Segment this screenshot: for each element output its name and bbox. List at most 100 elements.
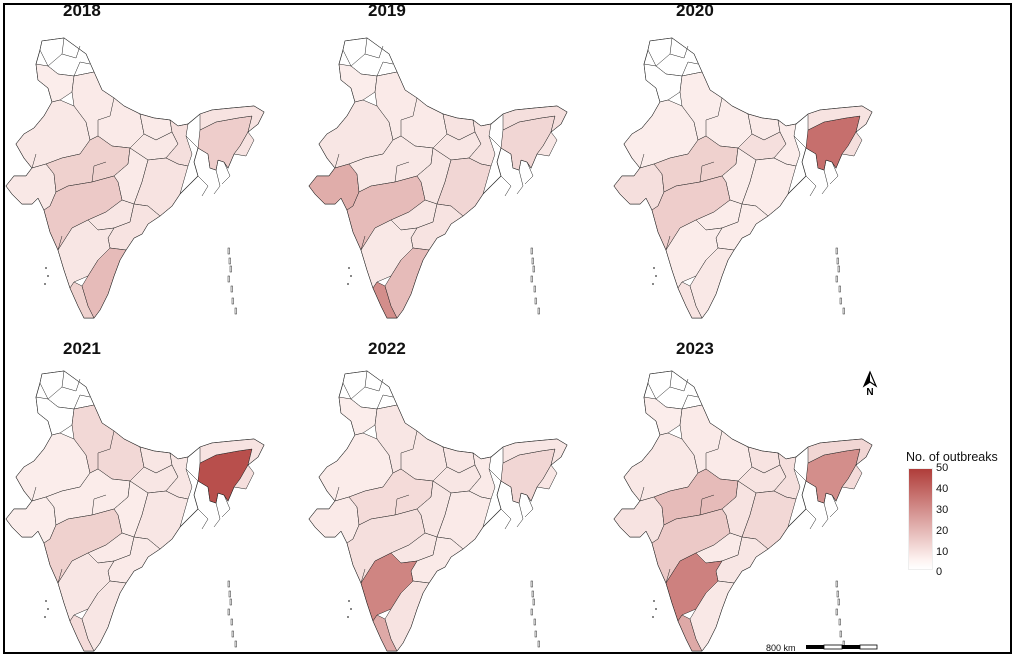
state-border [364,37,384,59]
state-gujarat [308,163,360,211]
state-arunachal [807,105,873,133]
india-map [308,37,568,319]
island-lakshadweep [347,283,349,285]
state-border [500,175,512,197]
island-andaman [537,307,540,315]
state-border [524,494,534,518]
state-border [681,61,699,77]
state-border [669,37,689,59]
island-lakshadweep [45,267,47,269]
island-andaman [835,608,838,616]
india-map [5,370,265,652]
island-andaman [234,307,237,315]
state-border [699,161,715,183]
north-arrow-icon: N [860,370,880,398]
state-border [221,161,231,185]
island-andaman [533,285,536,293]
state-border [73,394,91,410]
state-border [185,468,199,482]
island-lakshadweep [655,608,657,610]
island-andaman [839,630,842,638]
legend-colorbar [908,468,933,570]
state-border [334,486,340,502]
legend-tick: 40 [936,483,949,495]
island-andaman [835,247,838,255]
island-andaman [227,608,230,616]
panel-year-label: 2019 [368,1,406,20]
legend-tick: 0 [936,566,943,578]
state-arunachal [199,105,265,133]
island-andaman [531,257,534,265]
island-andaman [230,618,233,626]
island-lakshadweep [347,616,349,618]
island-andaman [835,275,838,283]
state-tamilnadu [81,580,127,652]
state-border [488,135,502,149]
island-andaman [537,640,540,648]
state-border [705,97,723,136]
state-andhra [107,203,161,251]
island-andaman [836,590,839,598]
state-border [197,175,209,197]
state-border [394,494,410,516]
state-border [350,386,366,400]
island-lakshadweep [655,275,657,277]
island-andaman [234,640,237,648]
island-andaman [533,618,536,626]
state-gujarat [308,496,360,544]
state-nagaland [841,131,863,157]
state-odisha [133,157,189,217]
state-border [57,568,63,584]
island-lakshadweep [652,283,654,285]
state-border [376,394,394,410]
state-border [360,568,366,584]
island-lakshadweep [350,608,352,610]
state-border [213,169,221,195]
state-odisha [133,490,189,550]
island-andaman [835,580,838,588]
island-andaman [228,257,231,265]
state-border [360,235,366,251]
legend-tick: 10 [936,546,949,558]
island-lakshadweep [47,608,49,610]
state-gujarat [613,163,665,211]
state-border [91,161,107,183]
state-border [61,37,81,59]
island-andaman [534,630,537,638]
state-border [524,161,534,185]
state-border [47,53,63,67]
state-nagaland [233,131,255,157]
island-andaman [837,265,840,273]
scale-label: 800 km [766,643,796,653]
state-border [47,386,63,400]
state-border [91,494,107,516]
state-nagaland [536,464,558,490]
island-lakshadweep [44,283,46,285]
state-border [829,494,839,518]
state-nagaland [841,464,863,490]
state-tamilnadu [81,247,127,319]
state-border [73,61,91,77]
state-gujarat [5,163,57,211]
state-border [665,235,671,251]
state-border [57,235,63,251]
island-andaman [837,598,840,606]
state-border [829,161,839,185]
island-andaman [842,307,845,315]
state-border [681,394,699,410]
island-andaman [228,590,231,598]
legend-tick: 50 [936,462,949,474]
island-andaman [229,265,232,273]
island-andaman [838,618,841,626]
island-andaman [838,285,841,293]
island-andaman [530,275,533,283]
state-tamilnadu [384,580,430,652]
island-lakshadweep [652,616,654,618]
state-border [639,153,645,169]
state-arunachal [502,105,568,133]
state-border [516,169,524,195]
state-border [334,153,340,169]
state-border [400,430,418,469]
island-andaman [532,598,535,606]
india-map [5,37,265,319]
